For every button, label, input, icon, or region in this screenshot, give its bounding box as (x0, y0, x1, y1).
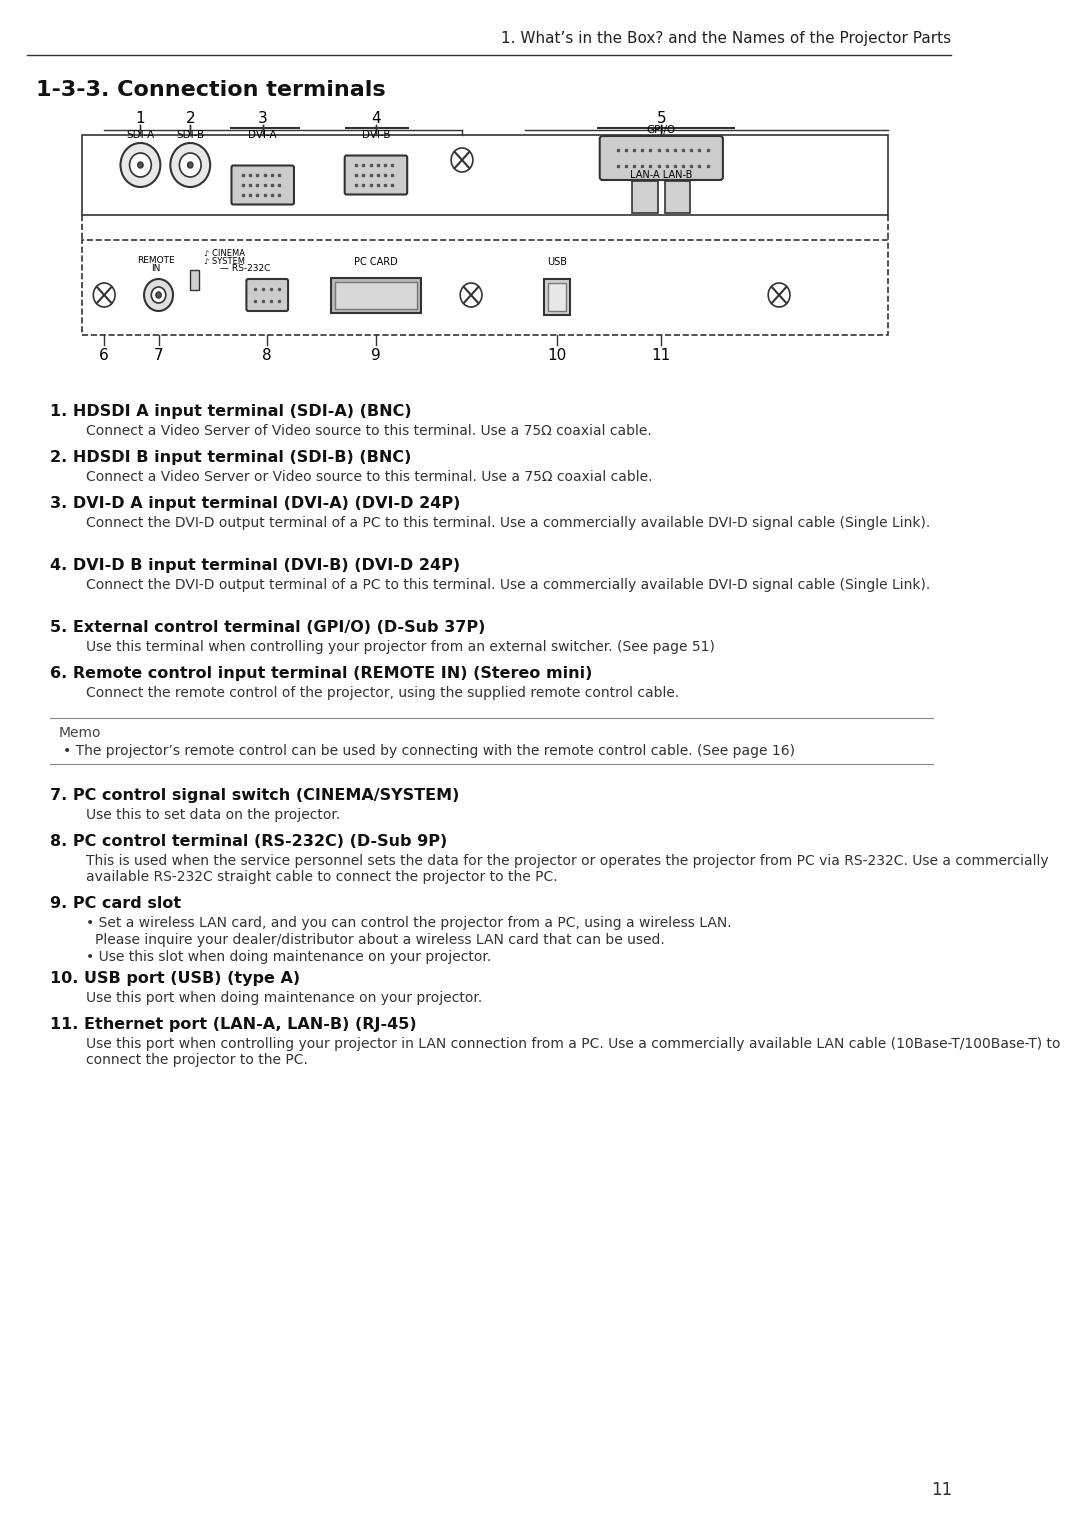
Text: 1. HDSDI A input terminal (SDI-A) (BNC): 1. HDSDI A input terminal (SDI-A) (BNC) (50, 404, 411, 420)
Bar (330, 278, 421, 313)
Text: PC CARD: PC CARD (354, 256, 397, 267)
Text: 11: 11 (932, 1482, 953, 1499)
Bar (632, 182, 658, 214)
Text: Connect the DVI-D output terminal of a PC to this terminal. Use a commercially a: Connect the DVI-D output terminal of a P… (86, 516, 930, 530)
Text: SDI-A: SDI-A (126, 130, 154, 140)
Text: 1. What’s in the Box? and the Names of the Projector Parts: 1. What’s in the Box? and the Names of t… (501, 31, 951, 46)
Text: 10. USB port (USB) (type A): 10. USB port (USB) (type A) (50, 971, 300, 986)
Circle shape (130, 153, 151, 177)
Text: 6. Remote control input terminal (REMOTE IN) (Stereo mini): 6. Remote control input terminal (REMOTE… (50, 665, 592, 681)
Text: SDI-B: SDI-B (176, 130, 204, 140)
Text: 1-3-3. Connection terminals: 1-3-3. Connection terminals (37, 79, 386, 101)
Text: Connect the remote control of the projector, using the supplied remote control c: Connect the remote control of the projec… (86, 687, 679, 700)
Text: 11: 11 (651, 348, 671, 363)
Circle shape (121, 143, 160, 188)
Text: Connect a Video Server of Video source to this terminal. Use a 75Ω coaxial cable: Connect a Video Server of Video source t… (86, 424, 652, 438)
Bar (548, 282, 566, 311)
Text: Use this to set data on the projector.: Use this to set data on the projector. (86, 807, 340, 823)
Text: Connect a Video Server or Video source to this terminal. Use a 75Ω coaxial cable: Connect a Video Server or Video source t… (86, 470, 652, 484)
Text: LAN-A LAN-B: LAN-A LAN-B (630, 169, 692, 180)
Text: 9. PC card slot: 9. PC card slot (50, 896, 181, 911)
Bar (190, 270, 200, 290)
Text: REMOTE: REMOTE (137, 255, 175, 264)
Text: 7: 7 (153, 348, 163, 363)
Bar (544, 279, 570, 314)
Bar (665, 182, 690, 214)
Text: 8. PC control terminal (RS-232C) (D-Sub 9P): 8. PC control terminal (RS-232C) (D-Sub … (50, 835, 447, 848)
Circle shape (137, 162, 144, 168)
Text: 5. External control terminal (GPI/O) (D-Sub 37P): 5. External control terminal (GPI/O) (D-… (50, 620, 485, 635)
Text: IN: IN (151, 264, 161, 273)
Text: 8: 8 (262, 348, 272, 363)
Text: 3. DVI-D A input terminal (DVI-A) (DVI-D 24P): 3. DVI-D A input terminal (DVI-A) (DVI-D… (50, 496, 460, 511)
Text: — RS-232C: — RS-232C (220, 264, 270, 273)
Text: DVI-B: DVI-B (362, 130, 390, 140)
Circle shape (171, 143, 211, 188)
Text: Please inquire your dealer/distributor about a wireless LAN card that can be use: Please inquire your dealer/distributor a… (95, 932, 665, 948)
Text: GPI/O: GPI/O (647, 125, 676, 134)
FancyBboxPatch shape (599, 136, 723, 180)
Text: 2: 2 (186, 110, 195, 125)
Text: 3: 3 (258, 110, 268, 125)
Text: Use this port when doing maintenance on your projector.: Use this port when doing maintenance on … (86, 990, 483, 1006)
Text: 9: 9 (372, 348, 381, 363)
Text: • Set a wireless LAN card, and you can control the projector from a PC, using a : • Set a wireless LAN card, and you can c… (86, 916, 731, 929)
Circle shape (156, 291, 161, 298)
Bar (81, 240, 888, 336)
Text: 5: 5 (657, 110, 666, 125)
Circle shape (151, 287, 166, 304)
Text: • The projector’s remote control can be used by connecting with the remote contr: • The projector’s remote control can be … (64, 745, 795, 758)
Text: 1: 1 (136, 110, 145, 125)
Text: USB: USB (548, 256, 567, 267)
FancyBboxPatch shape (246, 279, 288, 311)
Text: 4: 4 (372, 110, 381, 125)
Circle shape (188, 162, 193, 168)
FancyBboxPatch shape (231, 165, 294, 204)
Bar (81, 134, 888, 215)
Text: Use this terminal when controlling your projector from an external switcher. (Se: Use this terminal when controlling your … (86, 639, 715, 655)
Text: • Use this slot when doing maintenance on your projector.: • Use this slot when doing maintenance o… (86, 951, 491, 964)
Text: Use this port when controlling your projector in LAN connection from a PC. Use a: Use this port when controlling your proj… (86, 1038, 1061, 1067)
Text: Memo: Memo (59, 726, 102, 740)
Text: ♪ CINEMA: ♪ CINEMA (204, 249, 245, 258)
Text: 10: 10 (548, 348, 567, 363)
Text: 6: 6 (99, 348, 109, 363)
Text: This is used when the service personnel sets the data for the projector or opera: This is used when the service personnel … (86, 855, 1049, 884)
FancyBboxPatch shape (345, 156, 407, 194)
Text: ♪ SYSTEM: ♪ SYSTEM (204, 256, 245, 266)
Circle shape (179, 153, 201, 177)
Text: DVI-A: DVI-A (248, 130, 278, 140)
Text: 2. HDSDI B input terminal (SDI-B) (BNC): 2. HDSDI B input terminal (SDI-B) (BNC) (50, 450, 411, 465)
Bar (335, 281, 417, 308)
Text: 7. PC control signal switch (CINEMA/SYSTEM): 7. PC control signal switch (CINEMA/SYST… (50, 787, 459, 803)
Circle shape (144, 279, 173, 311)
Text: 11. Ethernet port (LAN-A, LAN-B) (RJ-45): 11. Ethernet port (LAN-A, LAN-B) (RJ-45) (50, 1016, 417, 1032)
Text: Connect the DVI-D output terminal of a PC to this terminal. Use a commercially a: Connect the DVI-D output terminal of a P… (86, 578, 930, 592)
Text: 4. DVI-D B input terminal (DVI-B) (DVI-D 24P): 4. DVI-D B input terminal (DVI-B) (DVI-D… (50, 559, 460, 572)
